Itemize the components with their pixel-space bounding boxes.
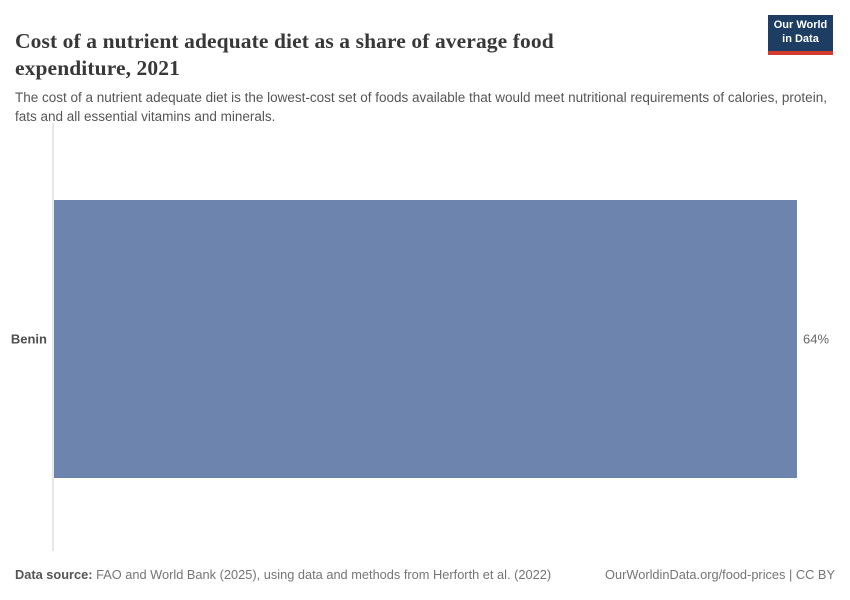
owid-logo-line2: in Data	[782, 33, 819, 45]
y-axis-line	[52, 123, 54, 551]
value-label: 64%	[803, 331, 830, 347]
entity-label[interactable]: Benin	[10, 331, 47, 347]
bar-chart: Benin 64%	[0, 123, 850, 551]
data-source-text: FAO and World Bank (2025), using data an…	[92, 567, 552, 582]
chart-title: Cost of a nutrient adequate diet as a sh…	[15, 29, 554, 80]
owid-logo[interactable]: Our World in Data	[768, 15, 833, 55]
owid-url-license[interactable]: OurWorldinData.org/food-prices | CC BY	[605, 567, 835, 582]
chart-subtitle: The cost of a nutrient adequate diet is …	[15, 89, 827, 125]
bar[interactable]	[54, 200, 797, 478]
chart-footer: Data source: FAO and World Bank (2025), …	[15, 567, 835, 582]
owid-logo-line1: Our World	[773, 19, 828, 32]
data-source-label: Data source:	[15, 567, 93, 582]
plot-area	[54, 200, 797, 478]
data-source: Data source: FAO and World Bank (2025), …	[15, 567, 551, 582]
